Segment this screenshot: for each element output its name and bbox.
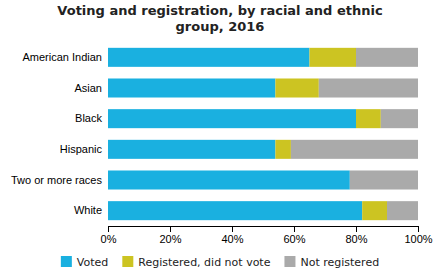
bar [362, 201, 387, 220]
x-tick: 40% [221, 226, 243, 245]
legend-item: Registered, did not vote [122, 256, 270, 269]
title: Voting and registration, by racial and e… [57, 3, 382, 34]
y-tick: Asian [74, 82, 102, 94]
bar [291, 140, 418, 159]
bar [108, 140, 275, 159]
bars [108, 48, 418, 220]
x-tick-label: 0% [101, 233, 117, 245]
bar [108, 78, 275, 97]
y-tick: Black [75, 112, 102, 124]
legend-label: Not registered [300, 256, 379, 269]
legend-swatch [284, 256, 295, 267]
plot: 0% 20% 40% 60% 80% 100% White Two or more races… [11, 48, 433, 245]
y-tick-label: Two or more races [11, 174, 103, 186]
x-axis-line [109, 227, 419, 233]
x-tick-mark [170, 226, 171, 232]
bar [350, 170, 418, 189]
y-tick-label: White [74, 204, 102, 216]
bar [310, 48, 357, 67]
y-tick-label: Hispanic [60, 143, 103, 155]
y-tick: Hispanic [60, 143, 103, 155]
x-tick: 100% [404, 226, 432, 245]
x-tick: 20% [159, 226, 181, 245]
chart: Voting and registration, by racial and e… [0, 0, 440, 276]
x-tick: 60% [283, 226, 305, 245]
series [275, 48, 387, 220]
bar [387, 201, 418, 220]
series [108, 48, 362, 220]
x-tick-label: 20% [159, 233, 181, 245]
x-tick-label: 40% [221, 233, 243, 245]
x-tick-mark [356, 226, 357, 232]
y-axis: White Two or more races Hispanic Black Asian… [11, 51, 103, 216]
bar [108, 170, 350, 189]
y-tick: Two or more races [11, 174, 103, 186]
title-line: group, 2016 [176, 19, 265, 34]
y-tick: American Indian [23, 51, 103, 63]
x-tick: 0% [101, 226, 117, 245]
x-tick-mark [108, 226, 109, 232]
legend-label: Voted [77, 256, 108, 269]
x-axis: 0% 20% 40% 60% 80% 100% [101, 226, 433, 245]
bar [108, 48, 310, 67]
bar [381, 109, 418, 128]
bar [356, 48, 418, 67]
legend-item: Not registered [284, 256, 379, 269]
x-tick: 80% [345, 226, 367, 245]
bar [275, 78, 318, 97]
x-tick-label: 100% [404, 233, 432, 245]
y-tick-label: Asian [74, 82, 102, 94]
x-tick-label: 80% [345, 233, 367, 245]
legend-item: Voted [61, 256, 108, 269]
y-tick-label: American Indian [23, 51, 103, 63]
series [291, 48, 418, 220]
legend: Voted Registered, did not vote Not registe… [61, 256, 379, 269]
bar [356, 109, 381, 128]
legend-label: Registered, did not vote [138, 256, 270, 269]
y-tick-label: Black [75, 112, 102, 124]
x-tick-mark [232, 226, 233, 232]
title-line: Voting and registration, by racial and e… [57, 3, 382, 18]
bar [319, 78, 418, 97]
x-tick-label: 60% [283, 233, 305, 245]
legend-swatch [122, 256, 133, 267]
y-tick: White [74, 204, 102, 216]
x-tick-mark [294, 226, 295, 232]
bar [108, 109, 356, 128]
bar [275, 140, 291, 159]
bar [108, 201, 362, 220]
x-tick-mark [418, 226, 419, 232]
legend-swatch [61, 256, 72, 267]
